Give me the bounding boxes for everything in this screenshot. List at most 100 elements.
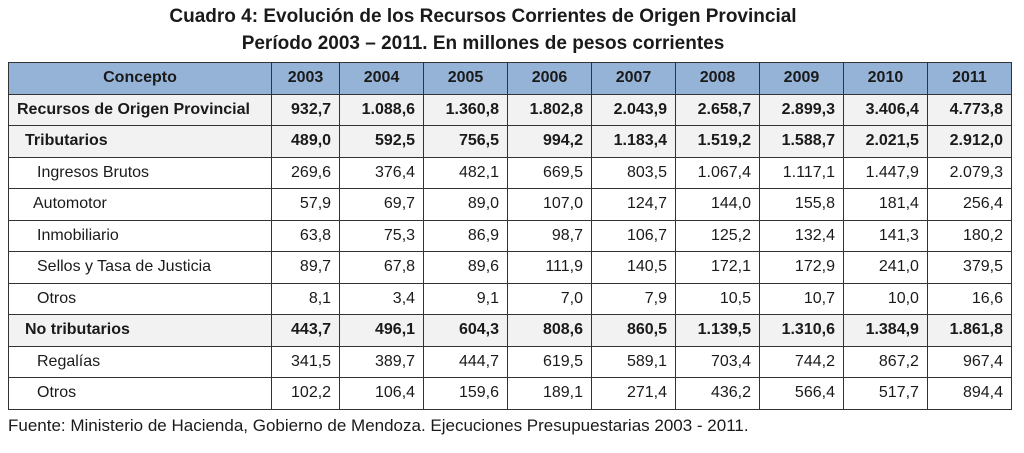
column-header-year: 2008 xyxy=(675,62,760,95)
value-cell: 8,1 xyxy=(270,282,341,315)
value-cell: 803,5 xyxy=(591,156,676,189)
column-header-year: 2009 xyxy=(758,62,844,95)
value-cell: 2.912,0 xyxy=(926,125,1013,158)
row-label: Tributarios xyxy=(8,125,272,158)
value-cell: 256,4 xyxy=(926,188,1013,221)
value-cell: 1.519,2 xyxy=(675,125,760,158)
value-cell: 592,5 xyxy=(339,125,425,158)
value-cell: 67,8 xyxy=(339,251,425,284)
value-cell: 341,5 xyxy=(270,345,341,378)
value-cell: 489,0 xyxy=(270,125,341,158)
table-row: Inmobiliario 63,8 75,3 86,9 98,7 106,7 125,2 13… xyxy=(8,219,1013,252)
value-cell: 69,7 xyxy=(339,188,425,221)
source-note: Fuente: Ministerio de Hacienda, Gobierno… xyxy=(8,416,749,435)
value-cell: 604,3 xyxy=(423,314,509,347)
column-header-concepto: Concepto xyxy=(8,62,272,95)
value-cell: 181,4 xyxy=(842,188,928,221)
table-row: Otros 102,2 106,4 159,6 189,1 271,4 436,2 566,4… xyxy=(8,377,1013,410)
resources-table: Concepto 2003 2004 2005 2006 2007 2008 2009 2010… xyxy=(8,62,1013,410)
value-cell: 271,4 xyxy=(591,377,676,410)
value-cell: 7,0 xyxy=(507,282,593,315)
row-label: Regalías xyxy=(8,345,272,378)
value-cell: 75,3 xyxy=(339,219,425,252)
column-header-year: 2011 xyxy=(926,62,1013,95)
column-header-year: 2003 xyxy=(270,62,341,95)
value-cell: 10,0 xyxy=(842,282,928,315)
value-cell: 125,2 xyxy=(675,219,760,252)
value-cell: 132,4 xyxy=(758,219,844,252)
value-cell: 1.310,6 xyxy=(758,314,844,347)
value-cell: 389,7 xyxy=(339,345,425,378)
column-header-year: 2010 xyxy=(842,62,928,95)
table-row: Tributarios 489,0 592,5 756,5 994,2 1.183,4 1.… xyxy=(8,125,1013,158)
value-cell: 589,1 xyxy=(591,345,676,378)
value-cell: 566,4 xyxy=(758,377,844,410)
value-cell: 3,4 xyxy=(339,282,425,315)
value-cell: 269,6 xyxy=(270,156,341,189)
value-cell: 10,5 xyxy=(675,282,760,315)
value-cell: 496,1 xyxy=(339,314,425,347)
column-header-year: 2005 xyxy=(423,62,509,95)
value-cell: 86,9 xyxy=(423,219,509,252)
value-cell: 172,9 xyxy=(758,251,844,284)
table-row: Ingresos Brutos 269,6 376,4 482,1 669,5 803,5… xyxy=(8,156,1013,189)
column-header-year: 2004 xyxy=(339,62,425,95)
value-cell: 443,7 xyxy=(270,314,341,347)
value-cell: 482,1 xyxy=(423,156,509,189)
value-cell: 703,4 xyxy=(675,345,760,378)
row-label: Inmobiliario xyxy=(8,219,272,252)
value-cell: 2.021,5 xyxy=(842,125,928,158)
value-cell: 1.117,1 xyxy=(758,156,844,189)
value-cell: 867,2 xyxy=(842,345,928,378)
value-cell: 2.899,3 xyxy=(758,93,844,126)
value-cell: 155,8 xyxy=(758,188,844,221)
value-cell: 111,9 xyxy=(507,251,593,284)
table-row: Recursos de Origen Provincial 932,7 1.088,… xyxy=(8,93,1013,126)
value-cell: 102,2 xyxy=(270,377,341,410)
value-cell: 808,6 xyxy=(507,314,593,347)
value-cell: 669,5 xyxy=(507,156,593,189)
table-row: Otros 8,1 3,4 9,1 7,0 7,9 10,5 10,7 10,0 16,6 xyxy=(8,282,1013,315)
value-cell: 744,2 xyxy=(758,345,844,378)
value-cell: 894,4 xyxy=(926,377,1013,410)
table-subtitle: Período 2003 – 2011. En millones de peso… xyxy=(241,33,725,54)
row-label: Otros xyxy=(8,282,272,315)
value-cell: 10,7 xyxy=(758,282,844,315)
value-cell: 1.067,4 xyxy=(675,156,760,189)
value-cell: 106,7 xyxy=(591,219,676,252)
value-cell: 379,5 xyxy=(926,251,1013,284)
value-cell: 89,6 xyxy=(423,251,509,284)
value-cell: 444,7 xyxy=(423,345,509,378)
value-cell: 159,6 xyxy=(423,377,509,410)
value-cell: 1.360,8 xyxy=(423,93,509,126)
value-cell: 1.384,9 xyxy=(842,314,928,347)
value-cell: 1.088,6 xyxy=(339,93,425,126)
value-cell: 2.043,9 xyxy=(591,93,676,126)
value-cell: 124,7 xyxy=(591,188,676,221)
value-cell: 89,0 xyxy=(423,188,509,221)
table-row: Regalías 341,5 389,7 444,7 619,5 589,1 703,4 74… xyxy=(8,345,1013,378)
value-cell: 2.658,7 xyxy=(675,93,760,126)
column-header-year: 2006 xyxy=(507,62,593,95)
column-header-year: 2007 xyxy=(591,62,676,95)
value-cell: 1.861,8 xyxy=(926,314,1013,347)
value-cell: 98,7 xyxy=(507,219,593,252)
value-cell: 241,0 xyxy=(842,251,928,284)
value-cell: 994,2 xyxy=(507,125,593,158)
value-cell: 7,9 xyxy=(591,282,676,315)
value-cell: 860,5 xyxy=(591,314,676,347)
value-cell: 63,8 xyxy=(270,219,341,252)
row-label: Automotor xyxy=(8,188,272,221)
row-label: No tributarios xyxy=(8,314,272,347)
value-cell: 932,7 xyxy=(270,93,341,126)
value-cell: 1.183,4 xyxy=(591,125,676,158)
value-cell: 1.588,7 xyxy=(758,125,844,158)
value-cell: 967,4 xyxy=(926,345,1013,378)
value-cell: 141,3 xyxy=(842,219,928,252)
value-cell: 4.773,8 xyxy=(926,93,1013,126)
value-cell: 106,4 xyxy=(339,377,425,410)
value-cell: 1.447,9 xyxy=(842,156,928,189)
value-cell: 89,7 xyxy=(270,251,341,284)
value-cell: 3.406,4 xyxy=(842,93,928,126)
value-cell: 57,9 xyxy=(270,188,341,221)
